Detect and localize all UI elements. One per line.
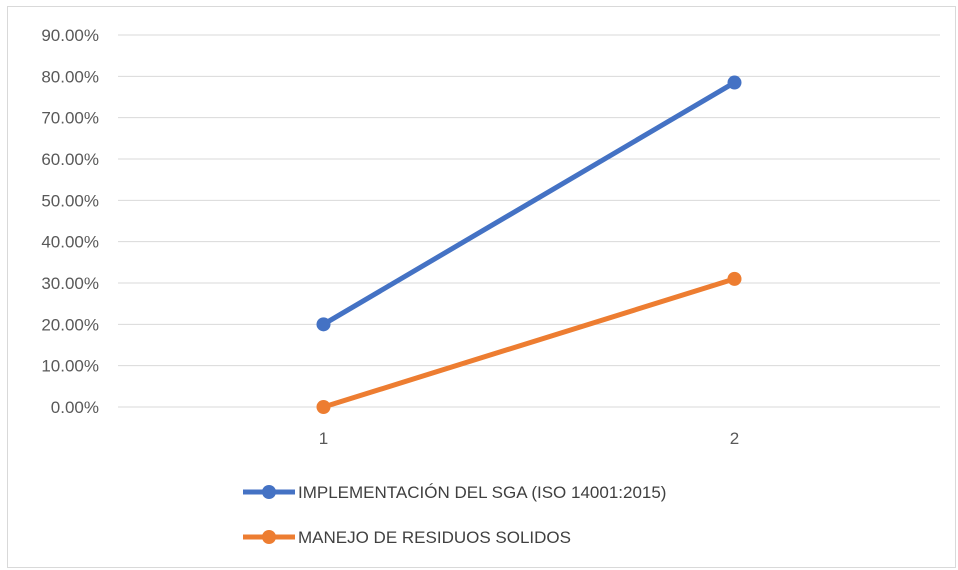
legend-label-1: MANEJO DE RESIDUOS SOLIDOS [298,528,571,547]
legend: IMPLEMENTACIÓN DEL SGA (ISO 14001:2015) M… [243,483,666,547]
gridlines [118,34,940,408]
legend-label-0: IMPLEMENTACIÓN DEL SGA (ISO 14001:2015) [298,483,666,502]
data-point-1-0 [316,400,331,414]
y-tick-label-6: 60.00% [41,150,99,169]
data-point-0-1 [727,75,742,90]
y-tick-label-4: 40.00% [41,233,99,252]
chart-frame [7,6,956,568]
series-line-0 [321,80,737,327]
y-tick-label-2: 20.00% [41,315,99,334]
y-tick-label-8: 80.00% [41,67,99,86]
data-point-1-1 [727,271,742,286]
y-tick-label-7: 70.00% [41,109,99,128]
series-group [316,75,742,414]
x-tick-label-1: 2 [730,429,739,448]
x-tick-label-0: 1 [319,429,328,448]
data-point-0-0 [316,317,331,332]
y-tick-label-5: 50.00% [41,191,99,210]
y-axis-ticks: 0.00% 10.00% 20.00% 30.00% 40.00% 50.00% 60.00… [41,26,99,417]
y-tick-label-3: 30.00% [41,274,99,293]
legend-marker-1 [262,530,276,544]
legend-marker-0 [262,485,276,499]
series-line-1 [321,276,737,410]
y-tick-label-1: 10.00% [41,357,99,376]
y-tick-label-0: 0.00% [51,398,99,417]
y-tick-label-9: 90.00% [41,26,99,45]
